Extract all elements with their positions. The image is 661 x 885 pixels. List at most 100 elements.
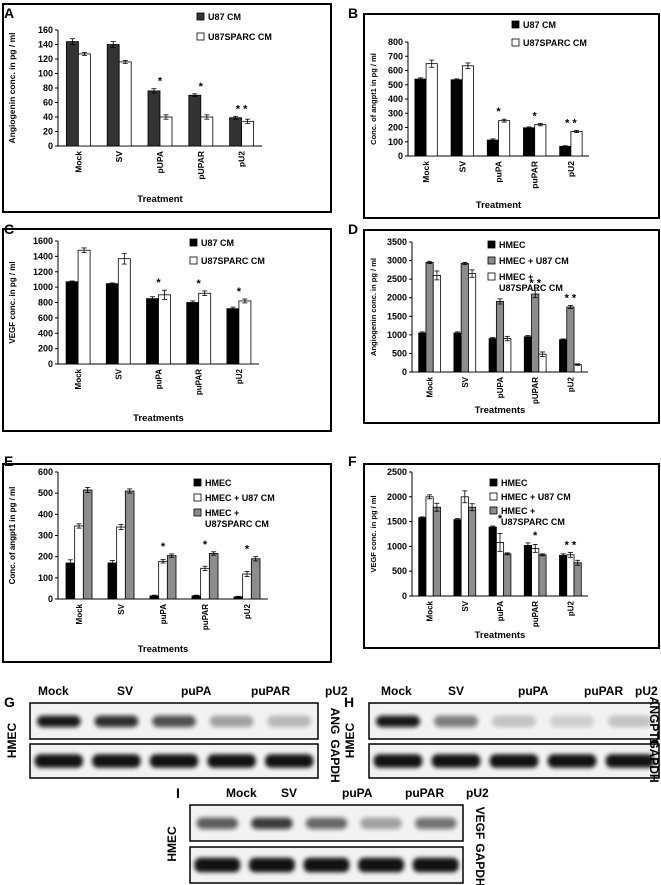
y-tick-label: 100 [38,573,53,583]
bar-hmec [523,545,532,597]
gapdh-band [34,754,83,768]
y-tick-label: 700 [388,51,403,61]
panel-frame [2,463,332,663]
x-axis-label: Treatments [133,413,184,424]
y-axis-label: Angiogenin conc. in pg / ml [7,33,17,144]
bar-u87-cm [226,308,240,365]
y-tick-label: 500 [388,80,403,90]
legend-swatch [193,508,202,517]
gapdh-band [207,754,256,768]
category-label: Mock [75,603,84,624]
y-tick-label: 1200 [33,267,53,277]
y-tick-label: 2500 [387,274,407,284]
y-tick-label: 800 [38,298,53,308]
y-tick-label: 200 [38,552,53,562]
bar-hmec-u87-cm [425,496,434,597]
bar-hmec [488,526,497,597]
bar-hmec-u87sparc-cm [124,490,135,600]
y-tick-label: 2500 [387,467,407,477]
legend-swatch [511,20,520,29]
bar-u87-cm [188,94,202,147]
chart-panel-a: A 0 20 40 60 80 100 120 140 160 Angiogenin conc. i… [2,3,332,213]
legend-label: HMEC + [205,508,239,518]
legend: U87 CM U87SPARC CM [196,12,272,42]
y-tick-label: 40 [43,112,53,122]
target-band [152,715,196,728]
control-label: GAPDH [328,739,342,782]
legend: HMEC HMEC + U87 CM HMEC +U87SPARC CM [487,240,569,293]
significance-star: * [237,286,242,298]
x-axis-label: Treatment [476,200,522,211]
significance-star: * [158,76,163,88]
bar-hmec-u87sparc-cm [432,506,441,597]
y-tick-label: 1500 [387,517,407,527]
bar-u87-cm [186,302,200,365]
category-label: Mock [74,368,83,389]
lane-label: puPA [518,684,549,698]
chart-panels: A 0 20 40 60 80 100 120 140 160 Angiogenin conc. i… [2,3,660,663]
gapdh-band [265,754,314,768]
control-label: GAPDH [647,739,661,782]
legend-label: HMEC + U87 CM [499,256,569,266]
bar-hmec-u87-cm [242,573,252,600]
significance-star: * * [565,539,577,551]
panel-letter: F [348,453,357,469]
legend-swatch [511,38,520,47]
bar-hmec-u87sparc-cm [468,273,477,373]
category-label: pU2 [243,603,252,619]
lane-label: Mock [38,684,69,698]
y-tick-label: 1000 [387,330,407,340]
lane-label: puPAR [405,786,444,800]
panel-frame [2,3,332,213]
legend-swatch [489,492,498,501]
target-band [305,817,348,830]
bar-hmec [65,562,76,600]
significance-star: * [197,278,202,290]
gapdh-band [92,754,141,768]
lane-label: Mock [381,684,412,698]
lane-label: puPAR [584,684,623,698]
y-tick-label: 0 [48,594,53,604]
y-tick-label: 500 [392,348,407,358]
chart-panel-d: D 0 500 1000 1500 2000 2500 3000 3500 Angiogenin … [348,221,660,424]
cell-label: HMEC [165,826,179,862]
y-tick-label: 0 [402,367,407,377]
category-label: puPA [496,601,505,622]
legend-label: HMEC [501,478,528,488]
legend-label: HMEC + [501,506,535,516]
target-band [267,715,312,728]
y-tick-label: 600 [38,313,53,323]
bar-u87sparc-cm [200,116,214,147]
panel-frame [363,13,660,219]
y-tick-label: 1500 [387,311,407,321]
control-label: GAPDH [473,843,487,885]
y-tick-label: 60 [43,98,53,108]
bar-hmec [107,562,118,600]
legend-label: U87SPARC CM [208,32,272,42]
legend-swatch [487,272,496,281]
bar-u87sparc-cm [534,124,547,157]
bar-u87-cm [414,78,427,157]
gapdh-band [248,857,295,873]
panel-frame [363,229,660,424]
bar-u87-cm [106,44,120,147]
bar-hmec-u87-cm [425,262,434,373]
significance-star: * [245,544,250,556]
panel-letter: I [176,785,180,801]
category-label: puPAR [195,369,204,395]
legend-label: U87SPARC CM [205,519,269,529]
target-band [36,715,81,728]
category-label: Mock [426,376,435,397]
bar-u87sparc-cm [77,249,91,365]
category-label: pU2 [235,368,244,384]
category-label: SV [114,151,124,163]
bar-u87sparc-cm [118,61,132,147]
bar-hmec-u87sparc-cm [468,506,477,597]
panel-letter: E [4,453,13,469]
y-axis-label: VEGF conc. in pg / ml [369,495,378,572]
category-label: SV [461,376,470,387]
gapdh-band [303,857,350,873]
bar-u87-cm [229,117,243,147]
